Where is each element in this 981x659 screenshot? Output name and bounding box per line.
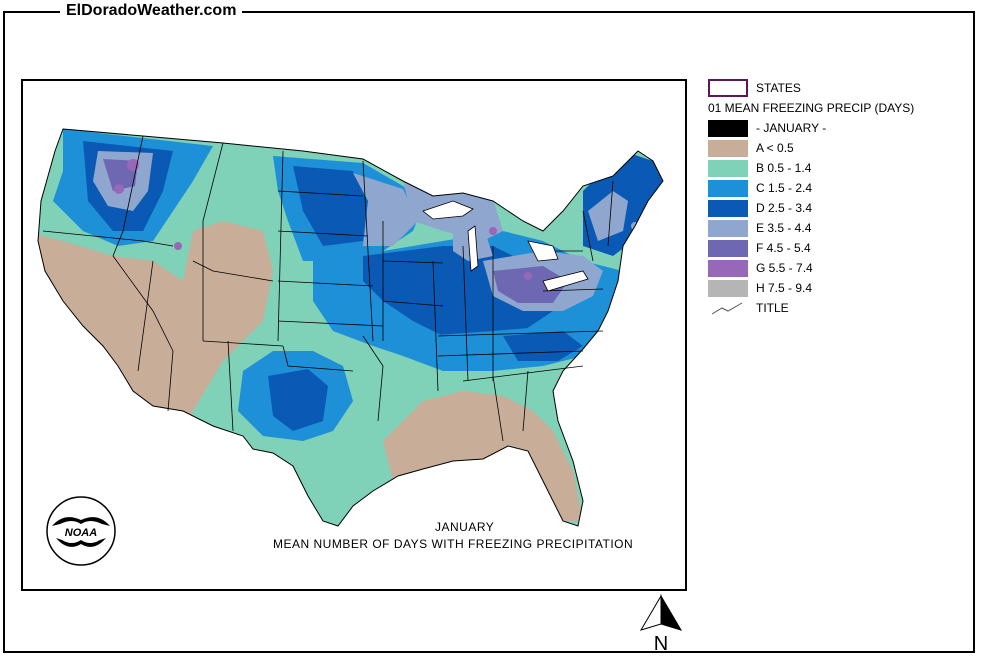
legend-swatch [708,159,748,177]
legend-item: F 4.5 - 5.4 [708,238,968,258]
legend-swatch [708,139,748,157]
site-title: ElDoradoWeather.com [60,2,243,20]
legend-item-label: H 7.5 - 9.4 [756,281,813,295]
legend-item-label: G 5.5 - 7.4 [756,261,813,275]
north-label: N [654,633,668,655]
legend-swatch [708,239,748,257]
legend-item: E 3.5 - 4.4 [708,218,968,238]
legend-item: A < 0.5 [708,138,968,158]
legend-states-row: STATES [708,78,968,98]
legend-item-label: D 2.5 - 3.4 [756,201,813,215]
legend-swatch [708,119,748,137]
legend: STATES 01 MEAN FREEZING PRECIP (DAYS) - … [708,78,968,318]
legend-item-label: C 1.5 - 2.4 [756,181,813,195]
legend-item-label: E 3.5 - 4.4 [756,221,812,235]
legend-states-label: STATES [756,81,801,95]
title-line-icon [711,302,743,314]
noaa-logo-text: NOAA [65,527,97,539]
map-frame: JANUARY MEAN NUMBER OF DAYS WITH FREEZIN… [21,79,687,591]
legend-item: - JANUARY - [708,118,968,138]
legend-item: D 2.5 - 3.4 [708,198,968,218]
legend-item-label: - JANUARY - [756,121,827,135]
title-dash-left [32,12,54,13]
legend-item-label: A < 0.5 [756,141,794,155]
legend-swatch [708,259,748,277]
legend-item: C 1.5 - 2.4 [708,178,968,198]
legend-item: B 0.5 - 1.4 [708,158,968,178]
legend-items: - JANUARY - A < 0.5 B 0.5 - 1.4 C 1.5 - 2.4… [708,118,968,298]
legend-heading: 01 MEAN FREEZING PRECIP (DAYS) [708,101,915,115]
legend-item: H 7.5 - 9.4 [708,278,968,298]
legend-item: G 5.5 - 7.4 [708,258,968,278]
legend-item-label: B 0.5 - 1.4 [756,161,812,175]
map-caption-month: JANUARY [435,520,495,534]
outer-frame [3,11,975,653]
legend-swatch [708,179,748,197]
north-arrow-icon: N [639,594,683,655]
legend-title-label: TITLE [756,301,789,315]
map-caption-title: MEAN NUMBER OF DAYS WITH FREEZING PRECIP… [273,537,634,551]
legend-swatch [708,219,748,237]
us-precip-map [37,128,664,527]
title-dash-right [246,12,266,13]
legend-swatch [708,279,748,297]
legend-swatch [708,199,748,217]
states-swatch [708,79,748,97]
noaa-logo: NOAA [46,496,116,566]
legend-title-row: TITLE [708,298,968,318]
legend-item-label: F 4.5 - 5.4 [756,241,811,255]
